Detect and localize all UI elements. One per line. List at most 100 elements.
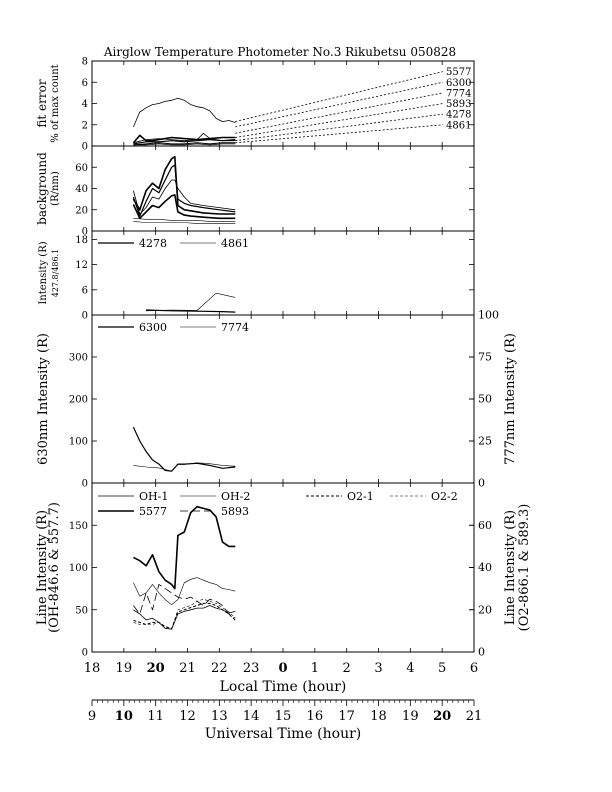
- leader-line-4278: [235, 113, 444, 142]
- leader-line-6300: [235, 81, 444, 128]
- legend-label-O2-1: O2-1: [347, 490, 374, 503]
- local-time-tick: 21: [179, 661, 196, 676]
- y-tick-label: 60: [75, 163, 88, 174]
- y-tick-label: 40: [75, 184, 88, 195]
- series-line-bg-3: [133, 179, 236, 215]
- y-tick-label-right: 20: [478, 603, 492, 616]
- local-time-tick: 22: [211, 661, 228, 676]
- y-axis-label: Line Intensity (R): [35, 510, 50, 625]
- legend-label-O2-2: O2-2: [431, 490, 458, 503]
- series-line-O2-1: [133, 602, 236, 630]
- legend-label-4861: 4861: [221, 237, 249, 250]
- series-line-OH-2: [133, 577, 236, 606]
- panel-background: 0 20 40 60 background (R/nm): [35, 145, 475, 238]
- legend-label-5577: 5577: [139, 505, 167, 518]
- universal-time-tick: 15: [275, 709, 292, 724]
- y-axis-label: background: [35, 152, 49, 225]
- local-time-tick: 19: [116, 661, 133, 676]
- series-line-7774: [133, 132, 236, 144]
- y-tick-label-right: 50: [478, 393, 492, 406]
- universal-time-tick: 19: [402, 709, 419, 724]
- universal-time-tick: 20: [433, 709, 451, 724]
- panel-frame: [91, 314, 475, 484]
- universal-time-tick: 17: [338, 709, 355, 724]
- y-tick-label: 2: [82, 120, 88, 131]
- local-time-tick: 3: [374, 661, 382, 676]
- line-label-4278: 4278: [446, 110, 471, 121]
- y-tick-label-right: 75: [478, 351, 492, 364]
- y-tick-label: 100: [69, 437, 88, 448]
- panel-oi-intensity: 0 100 200 300 0 25 50 75 100 630nm Intensity (R) 7…: [36, 309, 518, 490]
- y-tick-label: 18: [75, 235, 88, 246]
- local-time-tick: 23: [243, 661, 260, 676]
- universal-time-tick: 11: [147, 709, 164, 724]
- panel-blue-intensity: 0 6 12 18 Intensity (R) 427.8/486.1 4278 4861: [38, 230, 475, 322]
- leader-line-4861: [235, 124, 444, 144]
- series-line-4278: [133, 142, 236, 146]
- y-tick-label: 0: [82, 479, 88, 490]
- y-tick-label: 0: [82, 227, 88, 238]
- series-line-7774: [133, 462, 236, 472]
- series-line-5893: [133, 584, 236, 619]
- legend-label-4278: 4278: [139, 237, 167, 250]
- y-tick-label-right: 0: [478, 477, 485, 490]
- series-line-5577: [133, 505, 236, 590]
- universal-time-tick: 10: [115, 709, 133, 724]
- y-axis-label: (R/nm): [50, 171, 61, 206]
- legend-label-5893: 5893: [221, 505, 249, 518]
- line-label-5577: 5577: [446, 67, 471, 78]
- y-axis-label: 427.8/486.1: [51, 249, 60, 298]
- series-line-bg-4: [132, 194, 236, 220]
- y-tick-label: 4: [82, 99, 88, 110]
- y-tick-label: 20: [75, 205, 88, 216]
- line-label-7774: 7774: [446, 88, 471, 99]
- local-time-tick: 6: [470, 661, 478, 676]
- universal-time-tick: 18: [370, 709, 387, 724]
- chart-title: Airglow Temperature Photometer No.3 Riku…: [103, 45, 456, 59]
- y-tick-label-right: 25: [478, 435, 492, 448]
- leader-line-5577: [235, 71, 444, 122]
- universal-time-tick: 13: [211, 709, 228, 724]
- y-axis-label: 630nm Intensity (R): [36, 333, 51, 465]
- line-label-4861: 4861: [446, 120, 471, 131]
- y-tick-label: 200: [69, 395, 88, 406]
- series-line-O2-2: [133, 598, 236, 630]
- legend-label-6300: 6300: [139, 321, 167, 334]
- universal-time-label: Universal Time (hour): [205, 726, 362, 742]
- y-tick-label: 0: [82, 648, 88, 659]
- local-time-tick: 20: [147, 661, 165, 676]
- series-line-4861: [146, 292, 236, 312]
- series-line-bg-1: [132, 155, 236, 215]
- series-line-4861: [133, 143, 236, 146]
- y-tick-label: 6: [82, 285, 88, 296]
- y-axis-label: (OH-846.6 & 557.7): [47, 502, 62, 633]
- legend-label-OH-2: OH-2: [221, 490, 250, 503]
- series-line-OH-1: [133, 605, 236, 630]
- y-tick-label: 8: [82, 57, 88, 68]
- series-line-bg-5: [133, 218, 236, 222]
- y-axis-label: % of max count: [50, 64, 61, 142]
- panel-frame: [91, 60, 475, 147]
- y-tick-label-right: 40: [478, 561, 492, 574]
- leader-line-7774: [235, 92, 444, 134]
- panel-fit-error: 0 2 4 6 8 fit error% of max count 557763007774…: [35, 57, 475, 153]
- local-time-tick: 2: [343, 661, 351, 676]
- universal-time-tick: 16: [307, 709, 324, 724]
- line-label-6300: 6300: [446, 78, 471, 89]
- local-time-tick: 5: [438, 661, 446, 676]
- panel-frame: [91, 145, 475, 232]
- legend-label-OH-1: OH-1: [139, 490, 168, 503]
- series-line-bg-2: [132, 164, 236, 217]
- y-axis-label-right: (O2-866.1 & 589.3): [517, 504, 532, 632]
- y-tick-label-right: 0: [478, 646, 485, 659]
- local-time-tick: 18: [84, 661, 101, 676]
- y-axis-label-right: 777nm Intensity (R): [503, 333, 518, 465]
- y-tick-label: 150: [69, 521, 88, 532]
- universal-time-tick: 21: [466, 709, 483, 724]
- y-tick-label-right: 100: [478, 309, 499, 322]
- y-tick-label: 6: [82, 78, 88, 89]
